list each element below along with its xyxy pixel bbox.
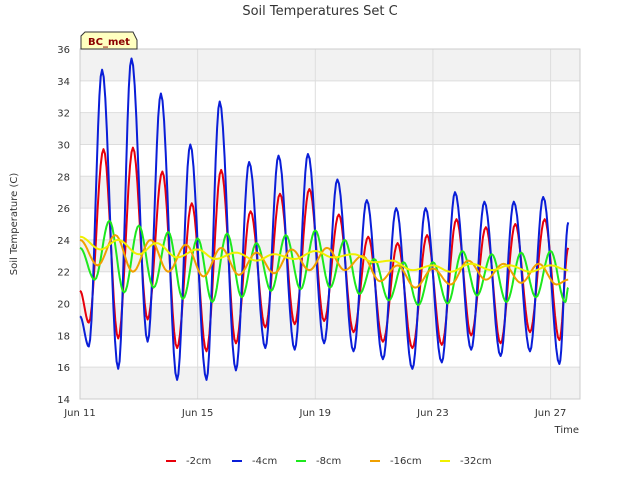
y-axis-label: Soil Temperature (C) [9,173,20,276]
legend-label: -16cm [390,456,422,467]
x-tick-label: Jun 15 [181,408,214,419]
y-tick-label: 22 [57,268,70,279]
chart-title: Soil Temperatures Set C [242,4,397,19]
series-layer [79,57,570,381]
y-tick-label: 36 [57,45,70,56]
series-line-minus-4cm [79,57,570,381]
x-tick-label: Jun 11 [63,408,96,419]
y-tick-label: 20 [57,300,70,311]
y-tick-label: 32 [57,109,70,120]
background-band [80,367,580,399]
y-tick-label: 26 [57,204,70,215]
y-axis-ticks: 14 16 18 20 22 24 26 28 30 32 34 36 [57,45,70,406]
y-tick-label: 30 [57,140,70,151]
station-badge: BC_met [80,31,138,50]
y-tick-label: 16 [57,363,70,374]
background-band [80,49,580,81]
y-tick-label: 28 [57,172,70,183]
x-axis-ticks: Jun 11 Jun 15 Jun 19 Jun 23 Jun 27 [63,408,566,419]
x-tick-label: Jun 27 [534,408,567,419]
plot-frame [79,48,581,400]
series-line-minus-32cm [79,235,569,273]
legend: -2cm -4cm -8cm -16cm -32cm [166,456,492,467]
series-line-minus-16cm [79,234,569,289]
y-tick-label: 14 [57,395,70,406]
x-tick-label: Jun 23 [416,408,449,419]
legend-label: -32cm [460,456,492,467]
background-band [80,176,580,209]
x-axis-label: Time [554,425,579,436]
legend-label: -2cm [186,456,211,467]
legend-label: -4cm [252,456,277,467]
y-tick-label: 24 [57,236,70,247]
background-band [80,112,580,145]
legend-label: -8cm [316,456,341,467]
station-badge-label: BC_met [88,37,130,48]
plot-background-bands [80,49,580,399]
x-tick-label: Jun 19 [299,408,332,419]
y-tick-label: 34 [57,77,70,88]
station-badge-box [80,31,138,50]
y-tick-label: 18 [57,331,70,342]
